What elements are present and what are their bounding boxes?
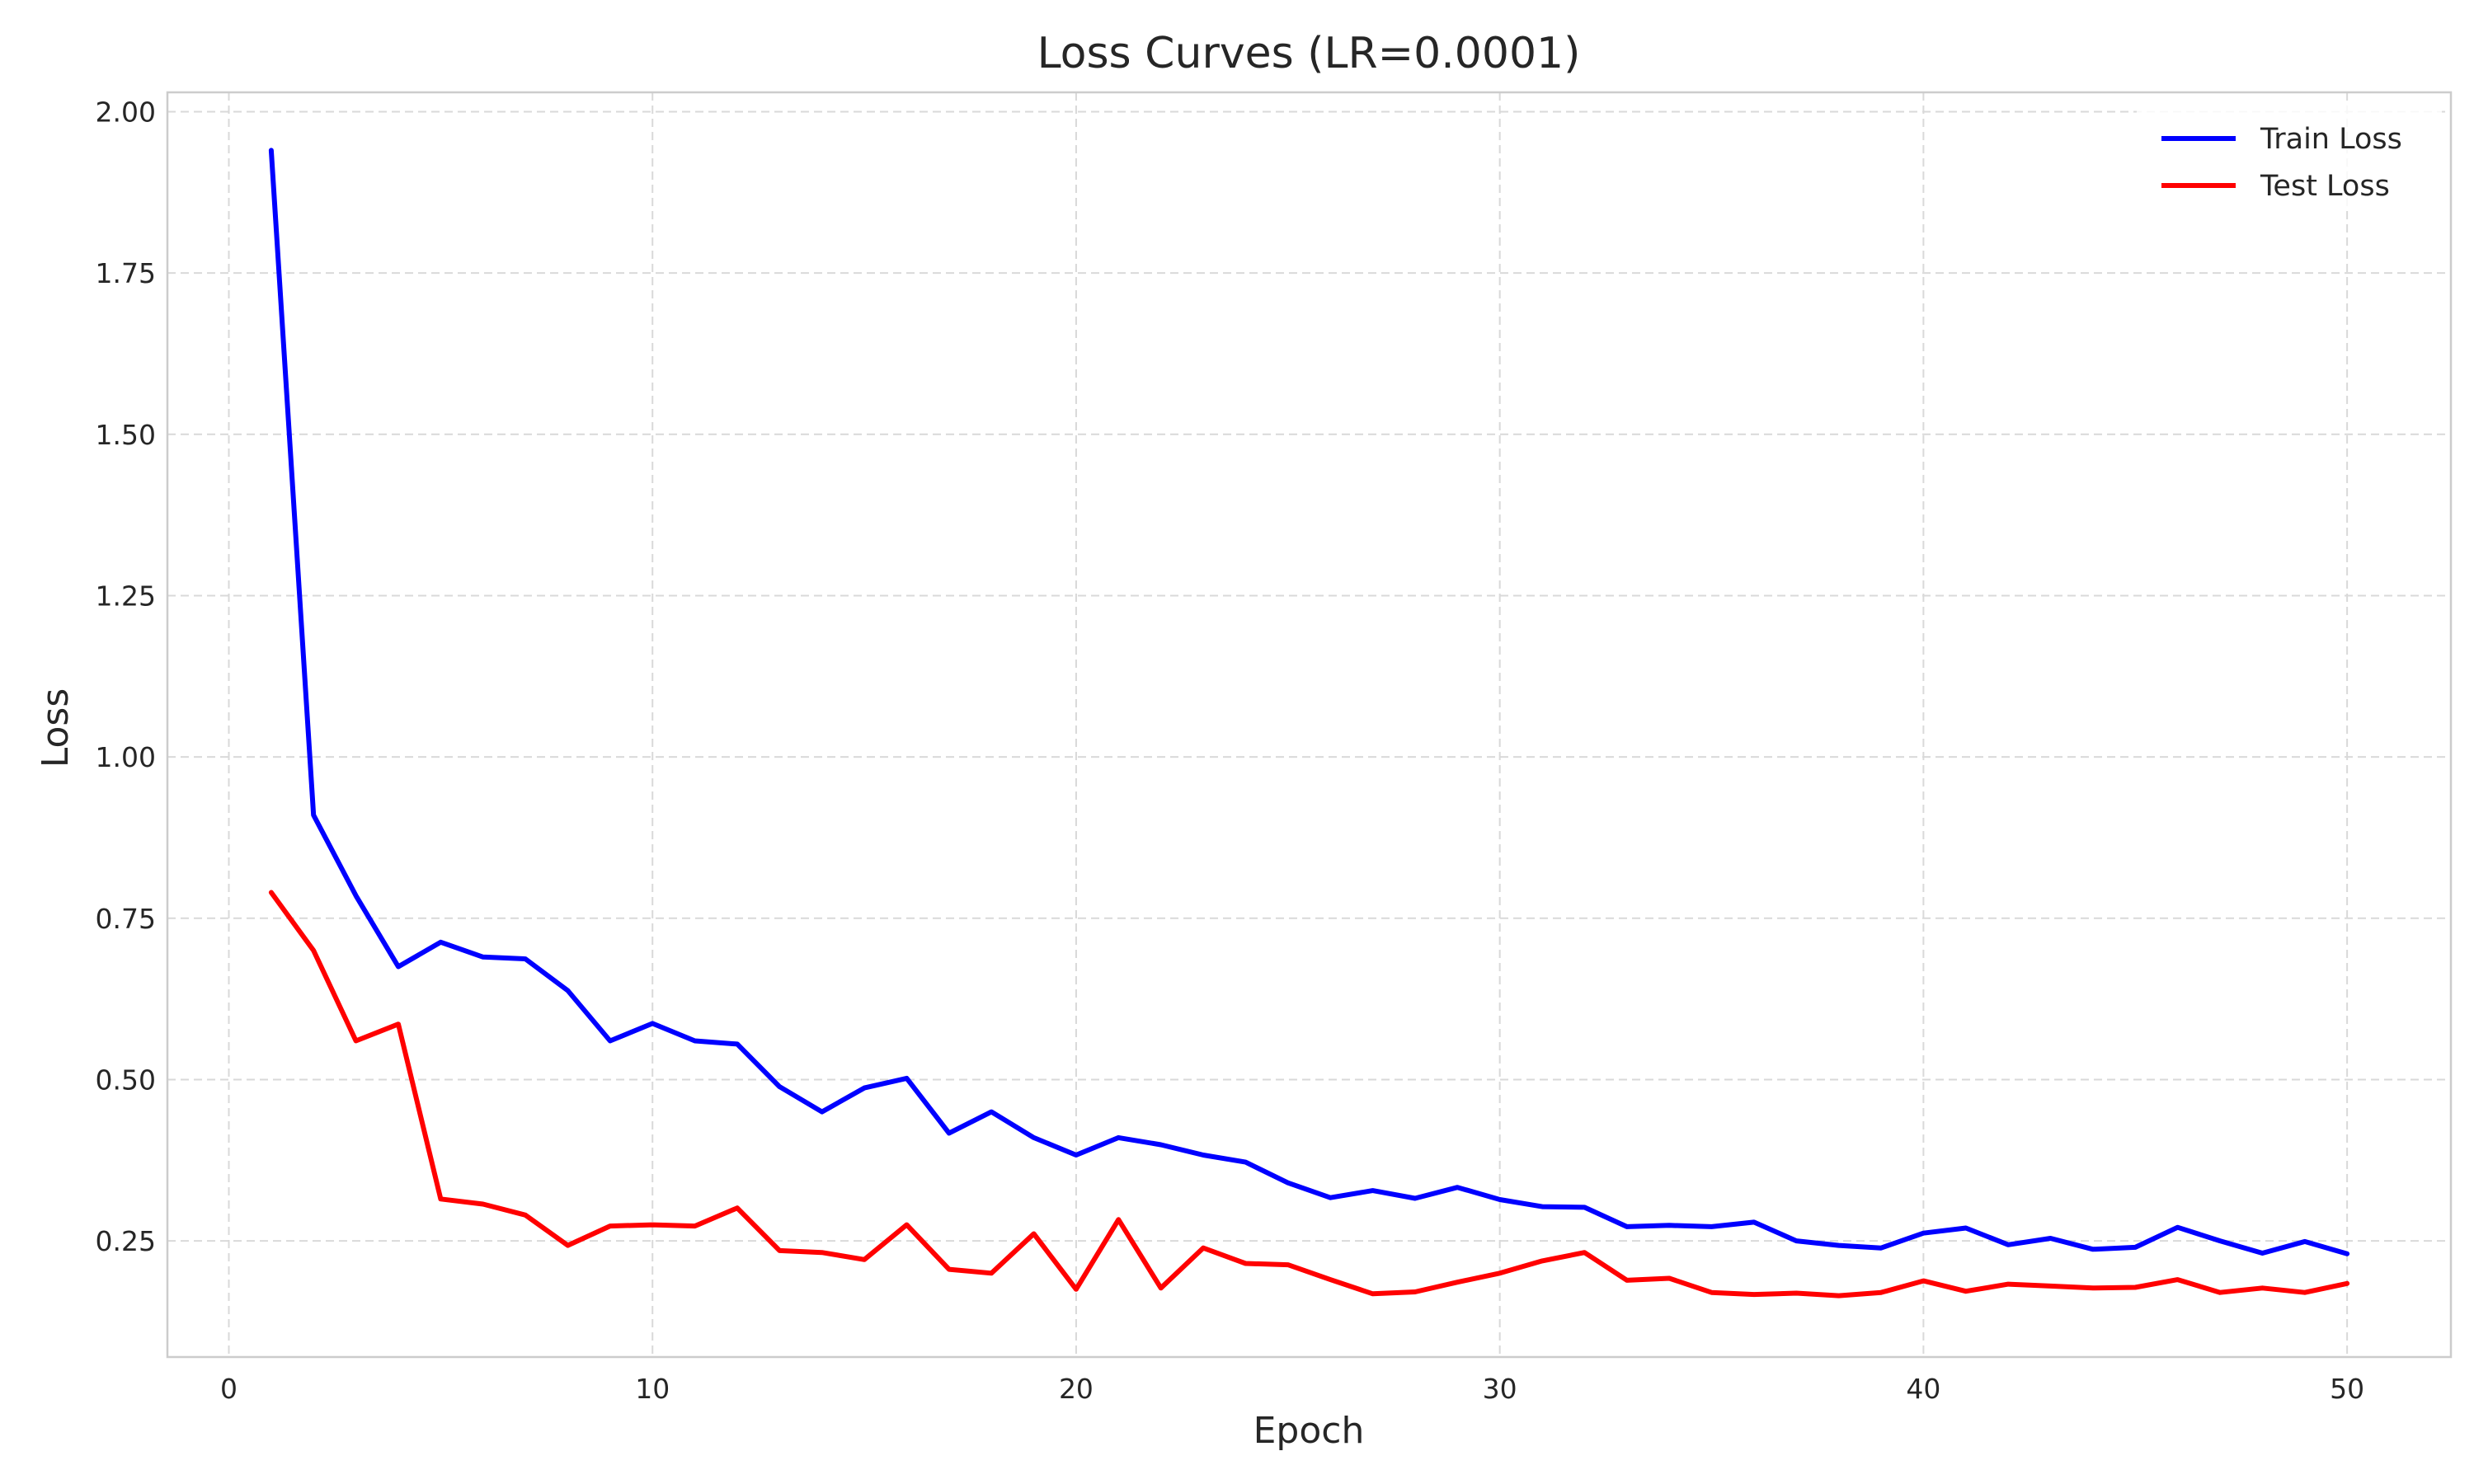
x-tick-label: 10 [635, 1373, 670, 1405]
legend: Train Loss Test Loss [2137, 104, 2442, 211]
y-tick-label: 1.50 [96, 419, 156, 451]
y-tick-label: 2.00 [96, 96, 156, 128]
y-axis-label: Loss [35, 688, 77, 768]
y-tick-label: 0.25 [96, 1225, 156, 1257]
y-tick-label: 1.00 [96, 741, 156, 773]
y-tick-label: 1.25 [96, 580, 156, 612]
legend-items: Train Loss Test Loss [2161, 123, 2402, 203]
test-loss-legend-label: Test Loss [2260, 170, 2390, 203]
chart-title: Loss Curves (LR=0.0001) [1037, 29, 1581, 78]
data-series [268, 148, 2350, 1298]
x-axis-label: Epoch [1253, 1410, 1365, 1452]
x-tick-label: 50 [2330, 1373, 2364, 1405]
test-loss-line [268, 890, 2350, 1298]
x-tick-label: 40 [1906, 1373, 1940, 1405]
grid [167, 92, 2451, 1357]
axis-ticks: 0 10 20 30 40 50 0.25 0.50 0.75 1.00 1.25 1.50 1.75 2… [96, 96, 2365, 1405]
x-tick-label: 20 [1059, 1373, 1094, 1405]
plot-frame [166, 91, 2453, 1359]
x-tick-label: 30 [1483, 1373, 1517, 1405]
train-loss-legend-label: Train Loss [2260, 123, 2402, 156]
x-tick-label: 0 [220, 1373, 238, 1405]
y-tick-label: 0.50 [96, 1064, 156, 1096]
legend-box [2137, 104, 2442, 211]
y-tick-label: 1.75 [96, 257, 156, 289]
train-loss-line [268, 148, 2350, 1256]
y-tick-label: 0.75 [96, 903, 156, 935]
